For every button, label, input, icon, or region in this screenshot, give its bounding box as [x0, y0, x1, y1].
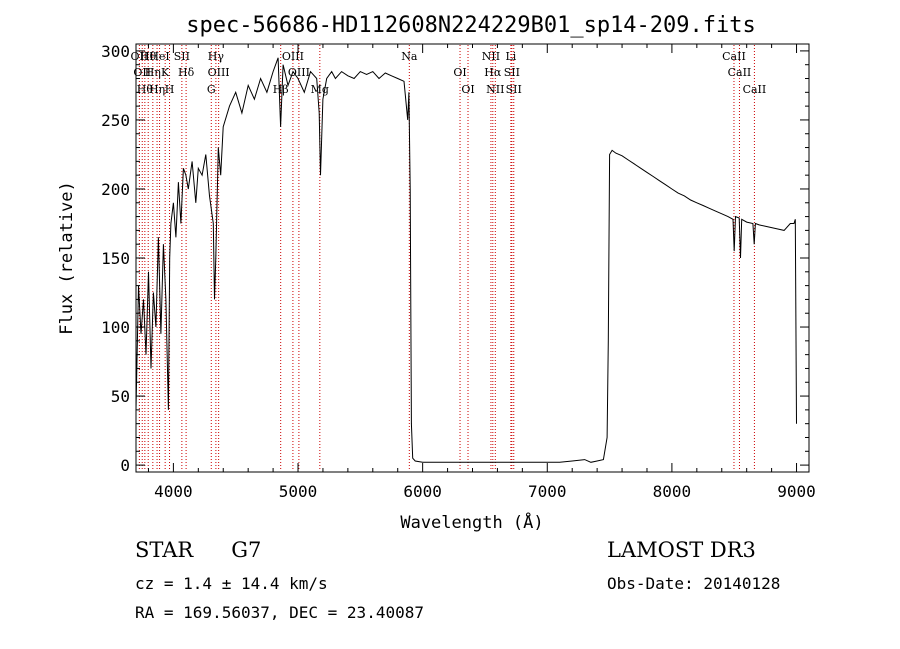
line-marker-label: SII — [506, 83, 522, 96]
line-marker-label: OII — [131, 50, 149, 63]
x-tick-label: 9000 — [777, 482, 816, 501]
line-marker-label: OII — [133, 66, 151, 79]
line-marker-label: Hη — [149, 83, 165, 96]
y-axis-ticks: 0 50 100 150 200 250 300 — [101, 42, 809, 475]
line-marker-label: Hδ — [178, 66, 195, 79]
y-tick-label: 150 — [101, 249, 130, 268]
survey-name: LAMOST DR3 — [607, 538, 756, 562]
line-marker-label: Hα — [484, 66, 502, 79]
y-tick-label: 300 — [101, 42, 130, 61]
line-marker-label: CaII — [722, 50, 746, 63]
x-tick-label: 5000 — [279, 482, 318, 501]
y-tick-label: 100 — [101, 318, 130, 337]
subclass-text: G7 — [231, 538, 262, 562]
line-marker-label: G — [207, 83, 216, 96]
object-type-text: STAR — [135, 538, 194, 562]
line-marker-label: HeI — [149, 50, 169, 63]
line-marker-label: OIII — [208, 66, 230, 79]
line-marker-label: Hθ — [140, 50, 157, 63]
line-marker-label: Hη — [145, 66, 161, 79]
x-tick-label: 7000 — [528, 482, 567, 501]
line-marker-label: OIII — [288, 66, 310, 79]
spectrum-line — [135, 57, 797, 463]
x-tick-label: 8000 — [653, 482, 692, 501]
line-marker-label: K — [161, 66, 170, 79]
line-marker-label: Na — [401, 50, 418, 63]
line-marker-label: Mg — [311, 83, 329, 96]
x-tick-label: 6000 — [403, 482, 442, 501]
y-tick-label: 50 — [111, 387, 130, 406]
redshift-text: cz = 1.4 ± 14.4 km/s — [135, 574, 328, 593]
line-marker-label: NII — [482, 50, 500, 63]
line-marker-label: H — [165, 83, 175, 96]
object-type: STAR G7 — [135, 538, 261, 562]
line-marker-label: SII — [174, 50, 190, 63]
line-marker-label: CaII — [743, 83, 767, 96]
chart-title: spec-56686-HD112608N224229B01_sp14-209.f… — [186, 13, 756, 38]
obs-date-text: Obs-Date: 20140128 — [607, 574, 781, 593]
y-tick-label: 250 — [101, 111, 130, 130]
line-marker-label: CaII — [728, 66, 752, 79]
y-tick-label: 0 — [120, 456, 130, 475]
line-marker-label: Li — [505, 50, 516, 63]
line-marker-label: NII — [486, 83, 504, 96]
line-marker-label: OI — [453, 66, 466, 79]
x-axis-label: Wavelength (Å) — [400, 511, 543, 533]
line-marker-label: Hγ — [208, 50, 225, 63]
line-marker-label: Hβ — [273, 83, 289, 96]
line-marker-label: OI — [461, 83, 474, 96]
y-tick-label: 200 — [101, 180, 130, 199]
y-axis-label: Flux (relative) — [57, 181, 77, 335]
line-marker-label: OIII — [282, 50, 304, 63]
line-marker-label: Hθ — [137, 83, 154, 96]
x-axis-ticks: 4000 5000 6000 7000 8000 9000 — [147, 44, 816, 501]
line-markers — [138, 45, 755, 471]
coordinates-text: RA = 169.56037, DEC = 23.40087 — [135, 603, 424, 622]
x-tick-label: 4000 — [154, 482, 193, 501]
plot-frame — [135, 43, 810, 473]
line-marker-label: SII — [504, 66, 520, 79]
line-marker-labels: OIIOIIHθHθHηHηHeIKHSIIHδGHγOIIIHβOIIIOII… — [131, 50, 767, 96]
